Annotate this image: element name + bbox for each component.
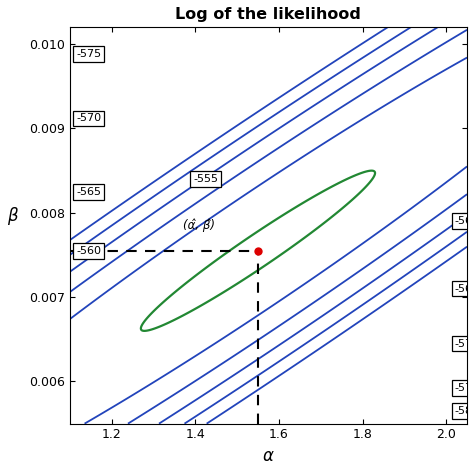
Text: -570: -570 [76, 113, 101, 123]
X-axis label: α: α [263, 447, 274, 465]
Text: -565: -565 [455, 284, 474, 294]
Text: (α̂, β̂): (α̂, β̂) [182, 219, 215, 232]
Title: Log of the likelihood: Log of the likelihood [175, 7, 361, 22]
Text: -555: -555 [193, 174, 218, 184]
Text: -575: -575 [76, 49, 101, 59]
Text: -580: -580 [455, 406, 474, 416]
Text: -560: -560 [455, 216, 474, 226]
Y-axis label: β: β [7, 208, 18, 226]
Text: -560: -560 [76, 246, 101, 256]
Text: -570: -570 [455, 338, 474, 348]
Text: -575: -575 [455, 383, 474, 393]
Text: -565: -565 [76, 187, 101, 197]
